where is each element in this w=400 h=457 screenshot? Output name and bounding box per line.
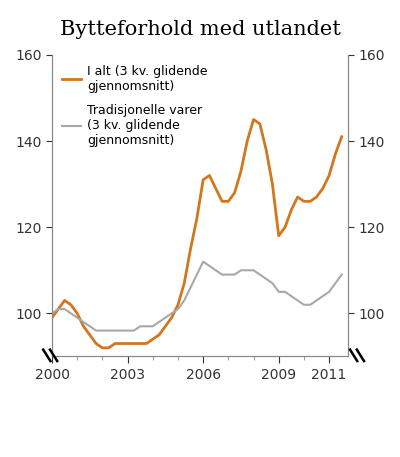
I alt (3 kv. glidende
gjennomsnitt) <box>302 199 306 204</box>
I alt (3 kv. glidende
gjennomsnitt) <box>75 311 80 316</box>
Tradisjonelle varer
(3 kv. glidende
gjennomsnitt) <box>327 289 332 295</box>
I alt (3 kv. glidende
gjennomsnitt) <box>68 302 73 308</box>
I alt (3 kv. glidende
gjennomsnitt) <box>213 186 218 191</box>
I alt (3 kv. glidende
gjennomsnitt) <box>94 341 98 346</box>
Tradisjonelle varer
(3 kv. glidende
gjennomsnitt) <box>213 267 218 273</box>
Tradisjonelle varer
(3 kv. glidende
gjennomsnitt) <box>132 328 136 333</box>
I alt (3 kv. glidende
gjennomsnitt) <box>283 224 288 230</box>
Tradisjonelle varer
(3 kv. glidende
gjennomsnitt) <box>283 289 288 295</box>
I alt (3 kv. glidende
gjennomsnitt) <box>138 341 142 346</box>
Tradisjonelle varer
(3 kv. glidende
gjennomsnitt) <box>81 319 86 325</box>
I alt (3 kv. glidende
gjennomsnitt) <box>81 324 86 329</box>
Tradisjonelle varer
(3 kv. glidende
gjennomsnitt) <box>75 315 80 320</box>
Tradisjonelle varer
(3 kv. glidende
gjennomsnitt) <box>251 267 256 273</box>
Tradisjonelle varer
(3 kv. glidende
gjennomsnitt) <box>308 302 313 308</box>
I alt (3 kv. glidende
gjennomsnitt) <box>251 117 256 122</box>
I alt (3 kv. glidende
gjennomsnitt) <box>163 324 168 329</box>
Tradisjonelle varer
(3 kv. glidende
gjennomsnitt) <box>144 324 149 329</box>
I alt (3 kv. glidende
gjennomsnitt) <box>339 134 344 139</box>
I alt (3 kv. glidende
gjennomsnitt) <box>112 341 117 346</box>
I alt (3 kv. glidende
gjennomsnitt) <box>308 199 313 204</box>
Tradisjonelle varer
(3 kv. glidende
gjennomsnitt) <box>232 272 237 277</box>
I alt (3 kv. glidende
gjennomsnitt) <box>270 181 275 187</box>
I alt (3 kv. glidende
gjennomsnitt) <box>333 151 338 157</box>
I alt (3 kv. glidende
gjennomsnitt) <box>50 315 54 320</box>
I alt (3 kv. glidende
gjennomsnitt) <box>188 246 193 251</box>
I alt (3 kv. glidende
gjennomsnitt) <box>232 190 237 196</box>
Tradisjonelle varer
(3 kv. glidende
gjennomsnitt) <box>270 281 275 286</box>
Tradisjonelle varer
(3 kv. glidende
gjennomsnitt) <box>150 324 155 329</box>
Tradisjonelle varer
(3 kv. glidende
gjennomsnitt) <box>245 267 250 273</box>
I alt (3 kv. glidende
gjennomsnitt) <box>207 173 212 178</box>
Text: Bytteforhold med utlandet: Bytteforhold med utlandet <box>60 20 340 39</box>
Tradisjonelle varer
(3 kv. glidende
gjennomsnitt) <box>163 315 168 320</box>
I alt (3 kv. glidende
gjennomsnitt) <box>220 199 224 204</box>
I alt (3 kv. glidende
gjennomsnitt) <box>295 194 300 200</box>
I alt (3 kv. glidende
gjennomsnitt) <box>182 281 187 286</box>
I alt (3 kv. glidende
gjennomsnitt) <box>169 315 174 320</box>
I alt (3 kv. glidende
gjennomsnitt) <box>150 336 155 342</box>
I alt (3 kv. glidende
gjennomsnitt) <box>157 332 162 338</box>
Tradisjonelle varer
(3 kv. glidende
gjennomsnitt) <box>62 306 67 312</box>
Tradisjonelle varer
(3 kv. glidende
gjennomsnitt) <box>188 285 193 290</box>
Tradisjonelle varer
(3 kv. glidende
gjennomsnitt) <box>339 272 344 277</box>
Tradisjonelle varer
(3 kv. glidende
gjennomsnitt) <box>56 306 61 312</box>
Tradisjonelle varer
(3 kv. glidende
gjennomsnitt) <box>295 298 300 303</box>
I alt (3 kv. glidende
gjennomsnitt) <box>100 345 105 351</box>
I alt (3 kv. glidende
gjennomsnitt) <box>176 302 180 308</box>
I alt (3 kv. glidende
gjennomsnitt) <box>119 341 124 346</box>
I alt (3 kv. glidende
gjennomsnitt) <box>226 199 231 204</box>
Tradisjonelle varer
(3 kv. glidende
gjennomsnitt) <box>276 289 281 295</box>
Tradisjonelle varer
(3 kv. glidende
gjennomsnitt) <box>100 328 105 333</box>
I alt (3 kv. glidende
gjennomsnitt) <box>289 207 294 213</box>
Tradisjonelle varer
(3 kv. glidende
gjennomsnitt) <box>302 302 306 308</box>
I alt (3 kv. glidende
gjennomsnitt) <box>132 341 136 346</box>
I alt (3 kv. glidende
gjennomsnitt) <box>245 138 250 144</box>
Tradisjonelle varer
(3 kv. glidende
gjennomsnitt) <box>238 267 243 273</box>
Tradisjonelle varer
(3 kv. glidende
gjennomsnitt) <box>94 328 98 333</box>
Tradisjonelle varer
(3 kv. glidende
gjennomsnitt) <box>106 328 111 333</box>
I alt (3 kv. glidende
gjennomsnitt) <box>106 345 111 351</box>
I alt (3 kv. glidende
gjennomsnitt) <box>194 216 199 221</box>
Tradisjonelle varer
(3 kv. glidende
gjennomsnitt) <box>50 311 54 316</box>
I alt (3 kv. glidende
gjennomsnitt) <box>276 233 281 239</box>
Tradisjonelle varer
(3 kv. glidende
gjennomsnitt) <box>182 298 187 303</box>
I alt (3 kv. glidende
gjennomsnitt) <box>144 341 149 346</box>
I alt (3 kv. glidende
gjennomsnitt) <box>62 298 67 303</box>
Tradisjonelle varer
(3 kv. glidende
gjennomsnitt) <box>264 276 268 282</box>
Tradisjonelle varer
(3 kv. glidende
gjennomsnitt) <box>87 324 92 329</box>
Line: Tradisjonelle varer
(3 kv. glidende
gjennomsnitt): Tradisjonelle varer (3 kv. glidende gjen… <box>52 262 342 330</box>
I alt (3 kv. glidende
gjennomsnitt) <box>327 173 332 178</box>
Tradisjonelle varer
(3 kv. glidende
gjennomsnitt) <box>226 272 231 277</box>
Tradisjonelle varer
(3 kv. glidende
gjennomsnitt) <box>119 328 124 333</box>
I alt (3 kv. glidende
gjennomsnitt) <box>238 169 243 174</box>
Tradisjonelle varer
(3 kv. glidende
gjennomsnitt) <box>138 324 142 329</box>
I alt (3 kv. glidende
gjennomsnitt) <box>264 147 268 152</box>
Tradisjonelle varer
(3 kv. glidende
gjennomsnitt) <box>333 281 338 286</box>
I alt (3 kv. glidende
gjennomsnitt) <box>258 121 262 127</box>
Tradisjonelle varer
(3 kv. glidende
gjennomsnitt) <box>220 272 224 277</box>
Tradisjonelle varer
(3 kv. glidende
gjennomsnitt) <box>157 319 162 325</box>
Tradisjonelle varer
(3 kv. glidende
gjennomsnitt) <box>176 306 180 312</box>
I alt (3 kv. glidende
gjennomsnitt) <box>125 341 130 346</box>
Tradisjonelle varer
(3 kv. glidende
gjennomsnitt) <box>289 293 294 299</box>
I alt (3 kv. glidende
gjennomsnitt) <box>56 306 61 312</box>
Tradisjonelle varer
(3 kv. glidende
gjennomsnitt) <box>68 311 73 316</box>
Line: I alt (3 kv. glidende
gjennomsnitt): I alt (3 kv. glidende gjennomsnitt) <box>52 119 342 348</box>
Tradisjonelle varer
(3 kv. glidende
gjennomsnitt) <box>320 293 325 299</box>
Tradisjonelle varer
(3 kv. glidende
gjennomsnitt) <box>258 272 262 277</box>
Tradisjonelle varer
(3 kv. glidende
gjennomsnitt) <box>194 272 199 277</box>
I alt (3 kv. glidende
gjennomsnitt) <box>320 186 325 191</box>
I alt (3 kv. glidende
gjennomsnitt) <box>201 177 206 182</box>
Tradisjonelle varer
(3 kv. glidende
gjennomsnitt) <box>207 263 212 269</box>
Legend: I alt (3 kv. glidende
gjennomsnitt), Tradisjonelle varer
(3 kv. glidende
gjennom: I alt (3 kv. glidende gjennomsnitt), Tra… <box>58 61 211 151</box>
Tradisjonelle varer
(3 kv. glidende
gjennomsnitt) <box>169 311 174 316</box>
Tradisjonelle varer
(3 kv. glidende
gjennomsnitt) <box>112 328 117 333</box>
Tradisjonelle varer
(3 kv. glidende
gjennomsnitt) <box>125 328 130 333</box>
Tradisjonelle varer
(3 kv. glidende
gjennomsnitt) <box>314 298 319 303</box>
Tradisjonelle varer
(3 kv. glidende
gjennomsnitt) <box>201 259 206 265</box>
I alt (3 kv. glidende
gjennomsnitt) <box>314 194 319 200</box>
I alt (3 kv. glidende
gjennomsnitt) <box>87 332 92 338</box>
